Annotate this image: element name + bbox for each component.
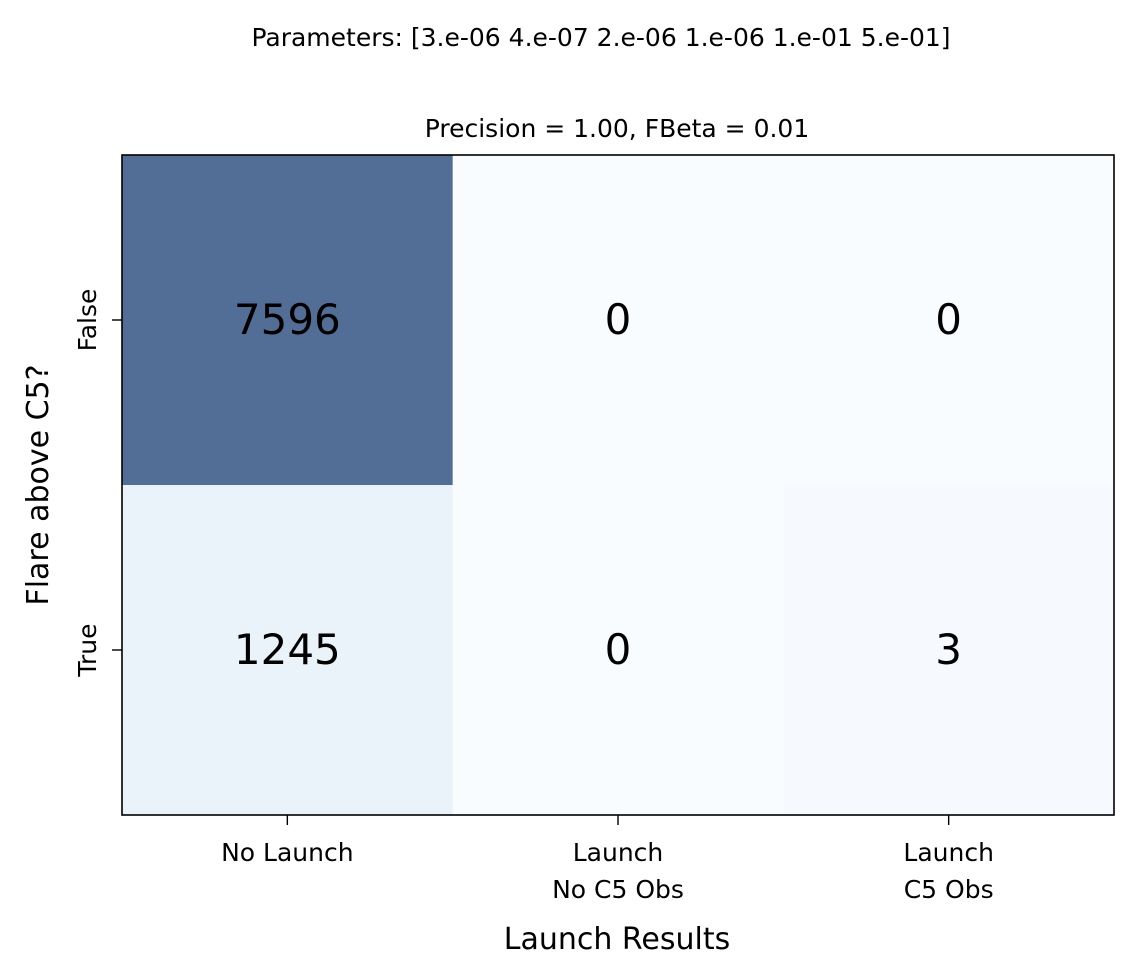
heatmap-cell	[452, 155, 784, 486]
cell-value-label: 1245	[234, 625, 341, 674]
x-tick-label-line: Launch	[903, 838, 994, 867]
heatmap-cell	[452, 485, 784, 816]
cell-value-label: 0	[935, 295, 962, 344]
cell-value-label: 7596	[234, 295, 341, 344]
x-tick-label: No Launch	[221, 838, 353, 867]
y-axis-label: Flare above C5?	[21, 364, 56, 605]
heatmap-cell	[122, 485, 454, 816]
heatmap-cell	[122, 155, 454, 486]
x-tick-label-line: No Launch	[221, 838, 353, 867]
x-tick-label-line: Launch	[573, 838, 664, 867]
cell-value-label: 0	[605, 625, 632, 674]
x-tick-label: Launch C5 Obs	[903, 838, 994, 904]
figure-suptitle: Parameters: [3.e-06 4.e-07 2.e-06 1.e-06…	[251, 23, 950, 52]
cell-value-label: 3	[935, 625, 962, 674]
y-tick-label: True	[73, 623, 102, 677]
heatmap-cell	[783, 155, 1115, 486]
y-tick-label: False	[73, 289, 102, 352]
heatmap-cell-labels: 7596 0 0 1245 0 3	[234, 295, 962, 674]
x-tick-label: Launch No C5 Obs	[552, 838, 684, 904]
heatmap-cell	[783, 485, 1115, 816]
chart-title: Precision = 1.00, FBeta = 0.01	[425, 114, 810, 143]
cell-value-label: 0	[605, 295, 632, 344]
x-axis: No Launch Launch No C5 Obs Launch C5 Obs	[221, 815, 994, 904]
x-axis-label: Launch Results	[504, 922, 731, 957]
heatmap-cells	[122, 155, 1115, 816]
x-tick-label-line: C5 Obs	[904, 875, 994, 904]
x-tick-label-line: No C5 Obs	[552, 875, 684, 904]
y-axis: False True	[73, 289, 122, 678]
